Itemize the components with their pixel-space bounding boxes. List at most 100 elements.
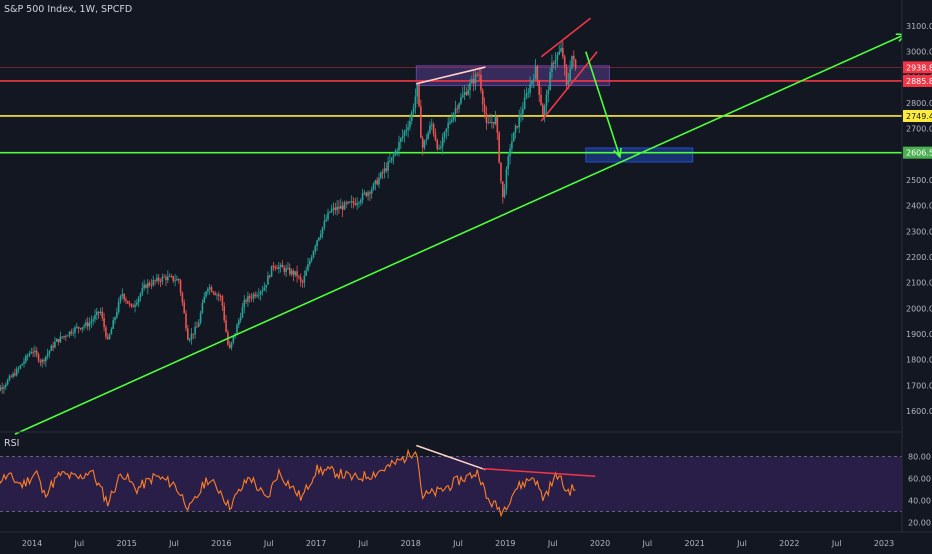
target-zone bbox=[585, 147, 694, 163]
projection-arrow-arrowhead bbox=[613, 147, 622, 159]
candle-body bbox=[427, 132, 429, 140]
candle-body bbox=[562, 48, 564, 57]
candle-body bbox=[139, 293, 142, 298]
candle-body bbox=[467, 90, 469, 95]
candle-body bbox=[572, 55, 575, 60]
candle-body bbox=[438, 148, 440, 149]
candle-body bbox=[532, 79, 535, 81]
candle-body bbox=[461, 94, 464, 98]
candle-body bbox=[412, 107, 415, 113]
candle-body bbox=[26, 355, 29, 357]
time-tick-label: 2017 bbox=[306, 539, 326, 548]
candle-body bbox=[330, 209, 333, 212]
candle-body bbox=[274, 266, 277, 269]
time-tick-label: 2023 bbox=[874, 539, 894, 548]
candle-body bbox=[440, 146, 442, 149]
candle-body bbox=[376, 180, 378, 185]
candle-body bbox=[352, 201, 355, 204]
candle-body bbox=[481, 90, 484, 105]
candle-body bbox=[172, 276, 175, 281]
candle-body bbox=[303, 275, 306, 283]
candle-body bbox=[549, 72, 551, 91]
candle-body bbox=[117, 301, 120, 313]
candle-body bbox=[400, 138, 402, 142]
candle-body bbox=[112, 320, 114, 330]
candle-body bbox=[94, 315, 96, 320]
rsi-tick-label: 40.00 bbox=[908, 497, 931, 506]
price-tick-label: 2200.0 bbox=[906, 253, 932, 262]
candle-body bbox=[380, 172, 382, 178]
candle-body bbox=[101, 311, 104, 318]
candle-body bbox=[309, 260, 311, 265]
candle-body bbox=[347, 201, 349, 204]
candle-body bbox=[170, 276, 173, 277]
candle-body bbox=[449, 121, 451, 124]
candle-body bbox=[314, 246, 317, 252]
candle-body bbox=[505, 168, 508, 189]
candle-body bbox=[290, 270, 293, 274]
candle-body bbox=[65, 336, 67, 337]
price-tick-label: 1600.0 bbox=[906, 407, 932, 416]
candle-body bbox=[148, 282, 151, 286]
candle-body bbox=[451, 119, 453, 122]
candle-body bbox=[46, 353, 49, 357]
candle-body bbox=[325, 219, 327, 221]
candle-body bbox=[146, 282, 149, 288]
candle-body bbox=[349, 201, 351, 203]
candle-body bbox=[547, 90, 550, 95]
candle-body bbox=[163, 276, 165, 278]
candle-body bbox=[70, 331, 73, 334]
candle-body bbox=[378, 177, 380, 185]
candle-body bbox=[30, 351, 33, 354]
price-tick-label: 3000.0 bbox=[906, 48, 932, 57]
candle-body bbox=[407, 127, 409, 130]
candle-body bbox=[217, 294, 220, 297]
candle-body bbox=[19, 365, 22, 369]
candle-body bbox=[125, 299, 127, 302]
candle-body bbox=[145, 284, 147, 288]
rsi-label: RSI bbox=[4, 438, 20, 449]
candle-body bbox=[114, 317, 116, 321]
price-axis[interactable] bbox=[902, 0, 932, 550]
price-label-box bbox=[903, 109, 932, 122]
candle-body bbox=[398, 141, 400, 151]
candle-body bbox=[121, 294, 124, 296]
candle-body bbox=[498, 132, 500, 163]
time-tick-label: 2019 bbox=[495, 539, 515, 548]
candle-body bbox=[323, 220, 326, 228]
candle-body bbox=[216, 294, 218, 296]
candle-body bbox=[256, 295, 258, 297]
candle-body bbox=[370, 189, 373, 194]
candle-body bbox=[177, 279, 180, 281]
candle-body bbox=[483, 104, 486, 114]
time-tick-label: Jul bbox=[358, 539, 369, 548]
time-axis[interactable] bbox=[0, 532, 932, 550]
candle-body bbox=[356, 203, 358, 205]
candle-body bbox=[190, 333, 193, 340]
candle-body bbox=[518, 115, 520, 128]
candle-body bbox=[141, 288, 144, 294]
candle-body bbox=[25, 355, 27, 362]
candle-body bbox=[476, 74, 479, 76]
candle-body bbox=[436, 140, 439, 149]
candle-body bbox=[106, 336, 109, 339]
candle-body bbox=[552, 62, 555, 64]
candle-body bbox=[35, 350, 38, 355]
candle-body bbox=[514, 125, 517, 133]
candle-body bbox=[176, 279, 178, 281]
candle-body bbox=[239, 317, 242, 321]
candle-body bbox=[267, 275, 269, 285]
candle-body bbox=[307, 264, 309, 271]
price-tick-label: 2400.0 bbox=[906, 202, 932, 211]
candle-body bbox=[88, 322, 91, 327]
candle-body bbox=[85, 322, 87, 326]
time-tick-label: 2020 bbox=[590, 539, 610, 548]
candle-body bbox=[32, 351, 34, 353]
candle-body bbox=[254, 294, 256, 297]
candle-body bbox=[187, 328, 189, 340]
candle-body bbox=[39, 360, 42, 363]
time-tick-label: 2018 bbox=[400, 539, 420, 548]
candle-body bbox=[571, 55, 573, 69]
